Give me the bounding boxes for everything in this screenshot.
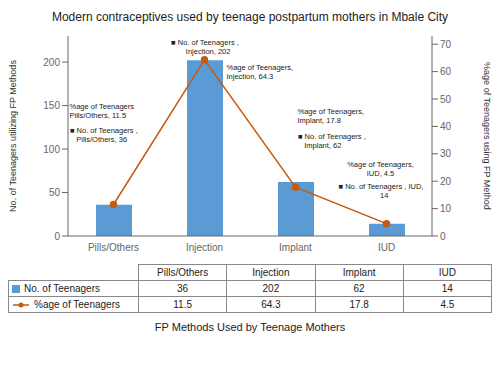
- svg-text:■ No. of Teenagers , Injecti: ■ No. of Teenagers , Injection, 202: [171, 38, 239, 56]
- svg-text:10: 10: [440, 203, 452, 214]
- html-text:Modern contraceptives used by: Modern contraceptives used by teenage po…: [51, 10, 449, 24]
- svg-text:70: 70: [440, 39, 452, 50]
- svg-text:150: 150: [43, 100, 60, 111]
- html-text:FP Methods Used by Teenage Mot: FP Methods Used by Teenage Mothers: [154, 321, 346, 333]
- svg-text:■ No. of Teenagers , Implant: ■ No. of Teenagers , Implant, 62: [298, 132, 366, 150]
- svg-text:■ No. of Teenagers , IUD, 14: ■ No. of Teenagers , IUD, 14: [339, 182, 424, 200]
- svg-text:40: 40: [440, 121, 452, 132]
- html-text:11.5: 11.5: [173, 299, 192, 310]
- svg-text:0: 0: [440, 231, 446, 242]
- html-text:62: 62: [353, 283, 365, 294]
- svg-text:Injection: Injection: [186, 242, 223, 253]
- html-text:17.8: 17.8: [349, 299, 369, 310]
- svg-text:%age of Teenagers using FP Met: %age of Teenagers using FP Method: [482, 62, 492, 210]
- svg-text:200: 200: [43, 57, 60, 68]
- svg-text:50: 50: [49, 187, 61, 198]
- html-text:Implant: Implant: [342, 267, 376, 278]
- svg-text:Pills/Others: Pills/Others: [88, 242, 139, 253]
- html-text:IUD: IUD: [438, 267, 456, 278]
- html-text:4.5: 4.5: [440, 299, 455, 310]
- html-text:202: 202: [262, 283, 280, 294]
- svg-text:Implant: Implant: [279, 242, 312, 253]
- html-text:14: 14: [441, 283, 453, 294]
- svg-text:No. of Teenagers utilizing FP: No. of Teenagers utilizing FP Methods: [8, 60, 18, 212]
- svg-text:%age of Teenagers,Injection, 6: %age of Teenagers,Injection, 64.3: [227, 63, 294, 81]
- svg-text:50: 50: [440, 94, 452, 105]
- svg-text:%age of Teenagers,IUD, 4.5: %age of Teenagers,IUD, 4.5: [347, 160, 414, 178]
- html-text:No. of Teenagers: No. of Teenagers: [24, 283, 100, 294]
- svg-text:20: 20: [440, 176, 452, 187]
- svg-text:■ No. of Teenagers , Pills/O: ■ No. of Teenagers , Pills/Others, 36: [70, 126, 138, 144]
- html-text:Injection: Injection: [252, 267, 290, 278]
- html-text:Pills/Others: Pills/Others: [157, 267, 209, 278]
- svg-text:0: 0: [54, 231, 60, 242]
- svg-text:%age of TeenagersPills/Others,: %age of TeenagersPills/Others, 11.5: [70, 102, 135, 120]
- svg-text:60: 60: [440, 66, 452, 77]
- html-text:64.3: 64.3: [261, 299, 281, 310]
- html-text:36: 36: [177, 283, 189, 294]
- svg-text:IUD: IUD: [378, 242, 395, 253]
- html-text:%age of Teenagers: %age of Teenagers: [34, 299, 120, 310]
- svg-text:30: 30: [440, 148, 452, 159]
- svg-text:100: 100: [43, 144, 60, 155]
- svg-text:%age of Teenagers,Implant, 17.: %age of Teenagers,Implant, 17.8: [298, 107, 365, 125]
